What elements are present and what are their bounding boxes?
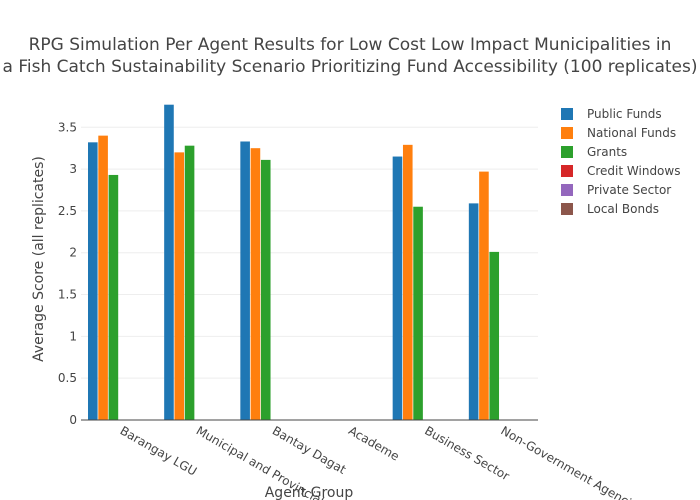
bar[interactable]	[392, 156, 403, 420]
chart-title: RPG Simulation Per Agent Results for Low…	[3, 35, 698, 77]
bar[interactable]	[413, 206, 423, 420]
legend-swatch	[561, 127, 573, 139]
y-tick-label: 1.5	[58, 288, 77, 302]
legend-item[interactable]: Private Sector	[561, 183, 671, 197]
legend-item[interactable]: National Funds	[561, 126, 676, 140]
y-tick-label: 0	[69, 413, 77, 427]
bar[interactable]	[184, 145, 195, 420]
legend-item[interactable]: Credit Windows	[561, 164, 680, 178]
legend-label: National Funds	[587, 126, 676, 140]
x-tick-label: Bantay Dagat	[270, 423, 349, 476]
x-tick-label: Business Sector	[422, 423, 512, 483]
y-tick-label: 3.5	[58, 120, 77, 134]
y-tick-label: 0.5	[58, 371, 77, 385]
legend-label: Local Bonds	[587, 202, 659, 216]
x-axis-title: Agent Group	[265, 485, 354, 500]
y-tick-label: 2.5	[58, 204, 77, 218]
legend-label: Credit Windows	[587, 164, 680, 178]
y-gridlines	[81, 126, 538, 379]
series-public-funds	[88, 104, 479, 420]
bar-series	[88, 104, 500, 421]
legend-item[interactable]: Public Funds	[561, 107, 662, 121]
legend-label: Private Sector	[587, 183, 671, 197]
legend-item[interactable]: Local Bonds	[561, 202, 659, 216]
bar[interactable]	[174, 152, 185, 420]
bar[interactable]	[402, 144, 413, 420]
y-axis-title: Average Score (all replicates)	[31, 156, 47, 362]
chart-title-line-1: RPG Simulation Per Agent Results for Low…	[29, 35, 672, 55]
x-tick-label: Barangay LGU	[118, 423, 200, 478]
x-tick-label: Non-Government Agencies	[498, 423, 645, 500]
bar[interactable]	[98, 135, 108, 421]
y-tick-label: 1	[69, 329, 77, 343]
bar[interactable]	[468, 203, 479, 420]
series-grants	[108, 145, 500, 420]
legend-label: Grants	[587, 145, 627, 159]
bar[interactable]	[164, 104, 174, 420]
legend-swatch	[561, 184, 573, 196]
legend: Public Funds National Funds Grants Credit W…	[561, 107, 680, 216]
legend-swatch	[561, 146, 573, 158]
bar[interactable]	[88, 142, 98, 420]
series-national-funds	[98, 135, 489, 421]
x-tick-label: Academe	[346, 423, 402, 463]
bar[interactable]	[489, 251, 500, 420]
bar[interactable]	[108, 174, 119, 420]
chart-title-line-2: a Fish Catch Sustainability Scenario Pri…	[3, 57, 698, 77]
legend-swatch	[561, 108, 573, 120]
legend-item[interactable]: Grants	[561, 145, 627, 159]
legend-swatch	[561, 203, 573, 215]
bar[interactable]	[479, 171, 489, 420]
bar[interactable]	[240, 141, 250, 420]
bar[interactable]	[250, 148, 261, 420]
bar[interactable]	[260, 159, 271, 420]
y-tick-label: 3	[69, 162, 77, 176]
y-tick-labels: 0 0.5 1 1.5 2 2.5 3 3.5	[58, 120, 77, 427]
y-tick-label: 2	[69, 246, 77, 260]
legend-swatch	[561, 165, 573, 177]
legend-label: Public Funds	[587, 107, 662, 121]
